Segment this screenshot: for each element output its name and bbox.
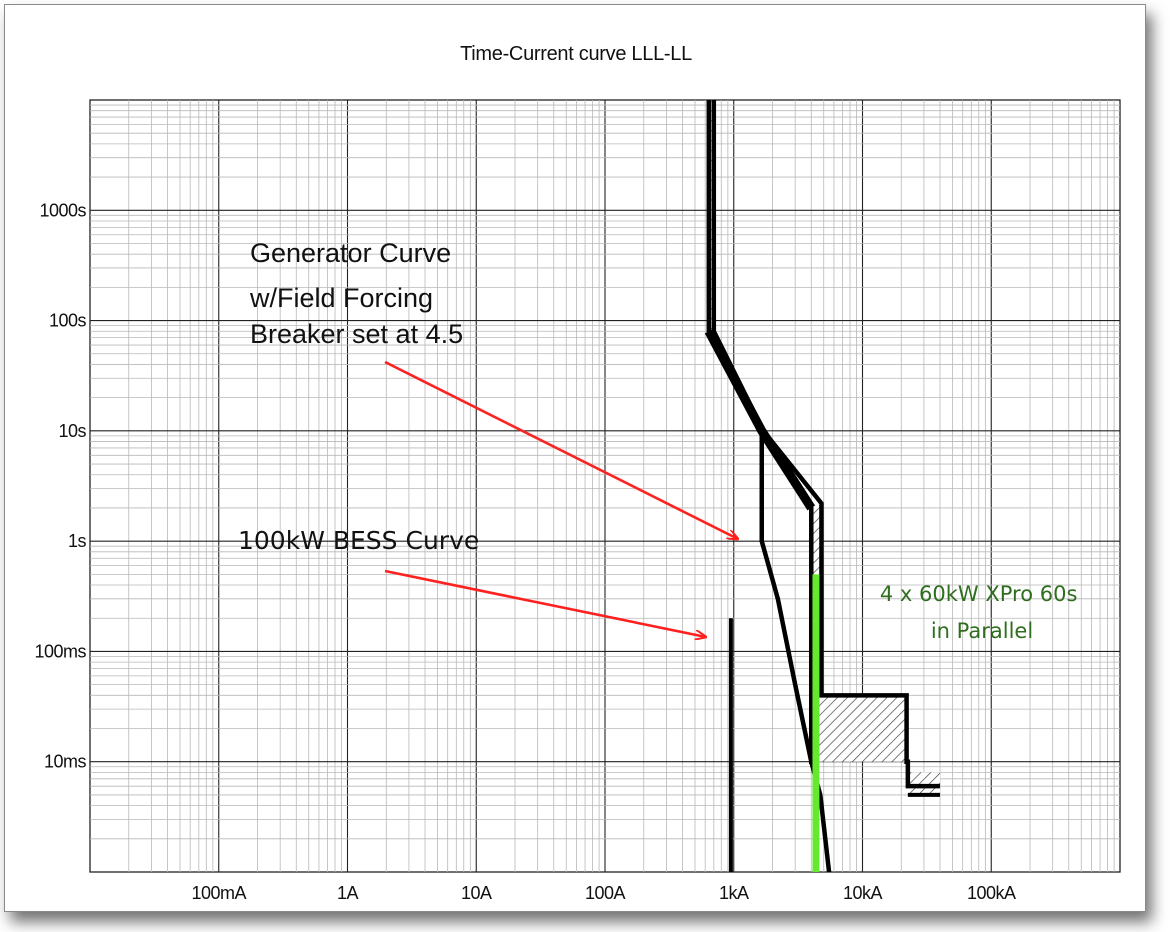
xpro-annotation-line-2: in Parallel [931,619,1033,643]
x-tick-label: 100mA [191,883,246,903]
generator-annotation: Generator Curve w/Field Forcing Breaker … [249,238,463,349]
xpro-annotation: 4 x 60kW XPro 60s in Parallel [880,582,1084,643]
y-tick-label: 10s [58,421,86,441]
xpro-annotation-line-1: 4 x 60kW XPro 60s [880,582,1078,606]
generator-field-forcing-curve [759,430,832,873]
y-tick-label: 1s [68,531,87,551]
y-tick-label: 1000s [39,200,86,220]
chart-title: Time-Current curve LLL-LL [460,43,692,65]
x-tick-label: 10kA [843,883,883,903]
y-tick-label: 100s [49,311,87,331]
hatch-band-tail [907,772,941,795]
generator-annotation-line-2: w/Field Forcing [249,283,433,313]
hatch-band-lower [815,695,907,762]
x-tick-label: 100A [585,883,626,903]
x-tick-label: 100kA [967,883,1016,903]
generator-annotation-line-3: Breaker set at 4.5 [250,319,463,349]
bess-arrow [384,569,706,637]
y-tick-label: 100ms [34,641,86,661]
x-tick-label: 1A [337,883,359,903]
generator-arrow [384,360,738,539]
y-tick-label: 10ms [44,752,87,772]
bess-annotation: 100kW BESS Curve [238,526,479,555]
generator-annotation-line-1: Generator Curve [250,238,451,268]
x-tick-label: 10A [461,883,492,903]
x-tick-label: 1kA [719,883,749,903]
